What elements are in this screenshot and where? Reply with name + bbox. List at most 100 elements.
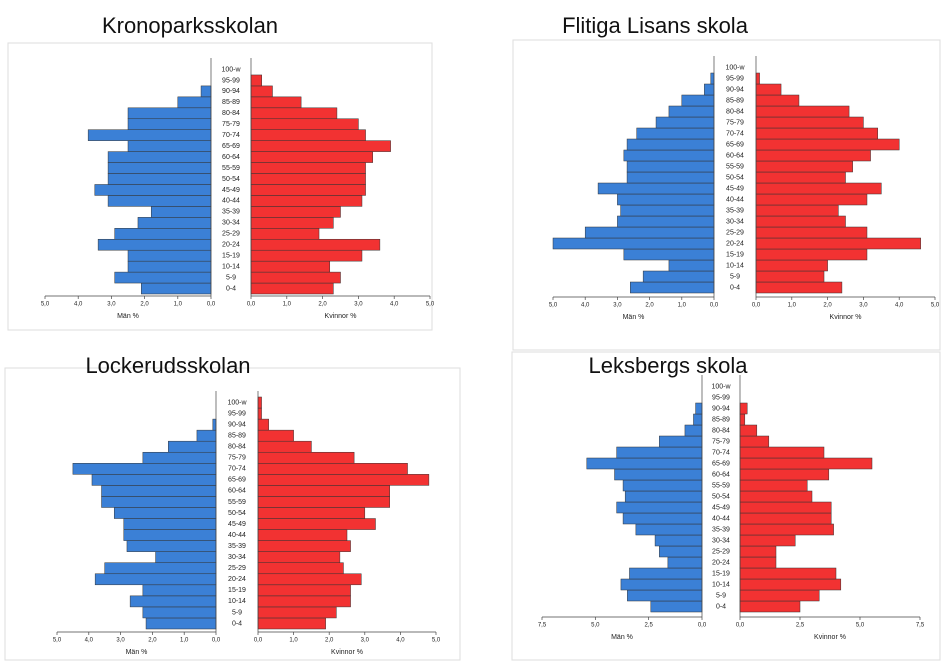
x-tick-label: 0,0 bbox=[212, 638, 221, 644]
age-label: 20-24 bbox=[712, 559, 730, 566]
bar bbox=[257, 474, 430, 486]
bar bbox=[620, 204, 715, 217]
age-label: 10-14 bbox=[726, 262, 744, 269]
bar bbox=[739, 600, 801, 613]
bar bbox=[250, 129, 366, 141]
bar bbox=[659, 435, 703, 448]
bar bbox=[635, 523, 703, 536]
bar bbox=[87, 129, 212, 141]
bar bbox=[626, 171, 715, 184]
bar bbox=[739, 589, 820, 602]
x-tick-label: 2,0 bbox=[823, 303, 832, 309]
bar bbox=[755, 138, 900, 151]
x-tick-label: 0,0 bbox=[736, 623, 745, 629]
bar bbox=[755, 270, 825, 283]
bar bbox=[739, 446, 825, 459]
age-label: 0-4 bbox=[730, 284, 740, 291]
age-label: 30-34 bbox=[712, 537, 730, 544]
bar bbox=[636, 127, 715, 140]
age-label: 85-89 bbox=[726, 97, 744, 104]
bar bbox=[257, 573, 362, 586]
age-label: 50-54 bbox=[222, 176, 240, 183]
x-tick-label: 5,0 bbox=[432, 638, 441, 644]
bar bbox=[127, 107, 212, 120]
bar bbox=[616, 446, 703, 459]
bar bbox=[257, 606, 337, 619]
bar bbox=[650, 600, 703, 613]
age-label: 80-84 bbox=[726, 108, 744, 115]
age-label: 35-39 bbox=[222, 209, 240, 216]
age-label: 25-29 bbox=[222, 231, 240, 238]
age-label: 20-24 bbox=[726, 240, 744, 247]
bar bbox=[755, 160, 853, 173]
panel-frame bbox=[7, 42, 433, 331]
bar bbox=[739, 413, 746, 426]
bar bbox=[250, 151, 373, 163]
bar bbox=[126, 540, 217, 552]
bar bbox=[755, 149, 871, 162]
bar bbox=[104, 562, 217, 575]
bar bbox=[755, 215, 846, 228]
age-label: 85-89 bbox=[712, 416, 730, 423]
bar bbox=[145, 617, 217, 630]
axis-label: Män % bbox=[611, 634, 633, 641]
age-label: 0-4 bbox=[232, 620, 242, 627]
bar bbox=[72, 463, 217, 475]
x-tick-label: 3,0 bbox=[859, 303, 868, 309]
age-label: 90-94 bbox=[712, 405, 730, 412]
bar bbox=[755, 204, 839, 217]
age-label: 95-99 bbox=[726, 75, 744, 82]
age-label: 45-49 bbox=[712, 504, 730, 511]
age-label: 25-29 bbox=[712, 548, 730, 555]
age-label: 90-94 bbox=[726, 86, 744, 93]
bar bbox=[584, 226, 715, 239]
bar bbox=[107, 173, 212, 185]
bar bbox=[755, 248, 868, 261]
age-label: 0-4 bbox=[716, 603, 726, 610]
bar bbox=[617, 215, 715, 228]
x-tick-label: 2,5 bbox=[796, 623, 805, 629]
age-label: 5-9 bbox=[232, 609, 242, 616]
x-tick-label: 5,0 bbox=[549, 303, 558, 309]
bar bbox=[755, 72, 760, 85]
axis-label: Kvinnor % bbox=[814, 634, 846, 641]
x-tick-label: 5,0 bbox=[426, 302, 435, 308]
x-tick-label: 0,0 bbox=[710, 303, 719, 309]
age-label: 30-34 bbox=[222, 220, 240, 227]
bar bbox=[695, 402, 703, 415]
x-tick-label: 4,0 bbox=[581, 303, 590, 309]
x-tick-label: 3,0 bbox=[107, 302, 116, 308]
bar bbox=[739, 534, 796, 547]
x-tick-label: 3,0 bbox=[361, 638, 370, 644]
bar bbox=[755, 127, 878, 140]
age-label: 15-19 bbox=[712, 570, 730, 577]
bar bbox=[659, 545, 703, 558]
axis-label: Män % bbox=[126, 649, 148, 656]
age-label: 80-84 bbox=[222, 110, 240, 117]
age-label: 90-94 bbox=[222, 88, 240, 95]
x-tick-label: 4,0 bbox=[390, 302, 399, 308]
bar bbox=[627, 589, 703, 602]
bar bbox=[739, 556, 777, 569]
bar bbox=[739, 545, 777, 558]
bar bbox=[107, 195, 212, 207]
bar bbox=[250, 271, 341, 284]
x-tick-label: 5,0 bbox=[931, 303, 940, 309]
bar bbox=[250, 238, 381, 251]
x-tick-label: 4,0 bbox=[85, 638, 94, 644]
bar bbox=[257, 418, 269, 431]
bar bbox=[257, 518, 376, 530]
bar bbox=[257, 485, 390, 497]
bar bbox=[141, 282, 212, 295]
bar bbox=[127, 140, 212, 152]
bar bbox=[739, 501, 832, 514]
age-label: 60-64 bbox=[228, 488, 246, 495]
bar bbox=[250, 96, 302, 109]
bar bbox=[250, 249, 363, 262]
age-label: 55-59 bbox=[228, 499, 246, 506]
age-label: 65-69 bbox=[228, 477, 246, 484]
age-label: 95-99 bbox=[222, 77, 240, 84]
bar bbox=[200, 85, 212, 98]
bar bbox=[168, 440, 217, 453]
bar bbox=[101, 485, 217, 497]
